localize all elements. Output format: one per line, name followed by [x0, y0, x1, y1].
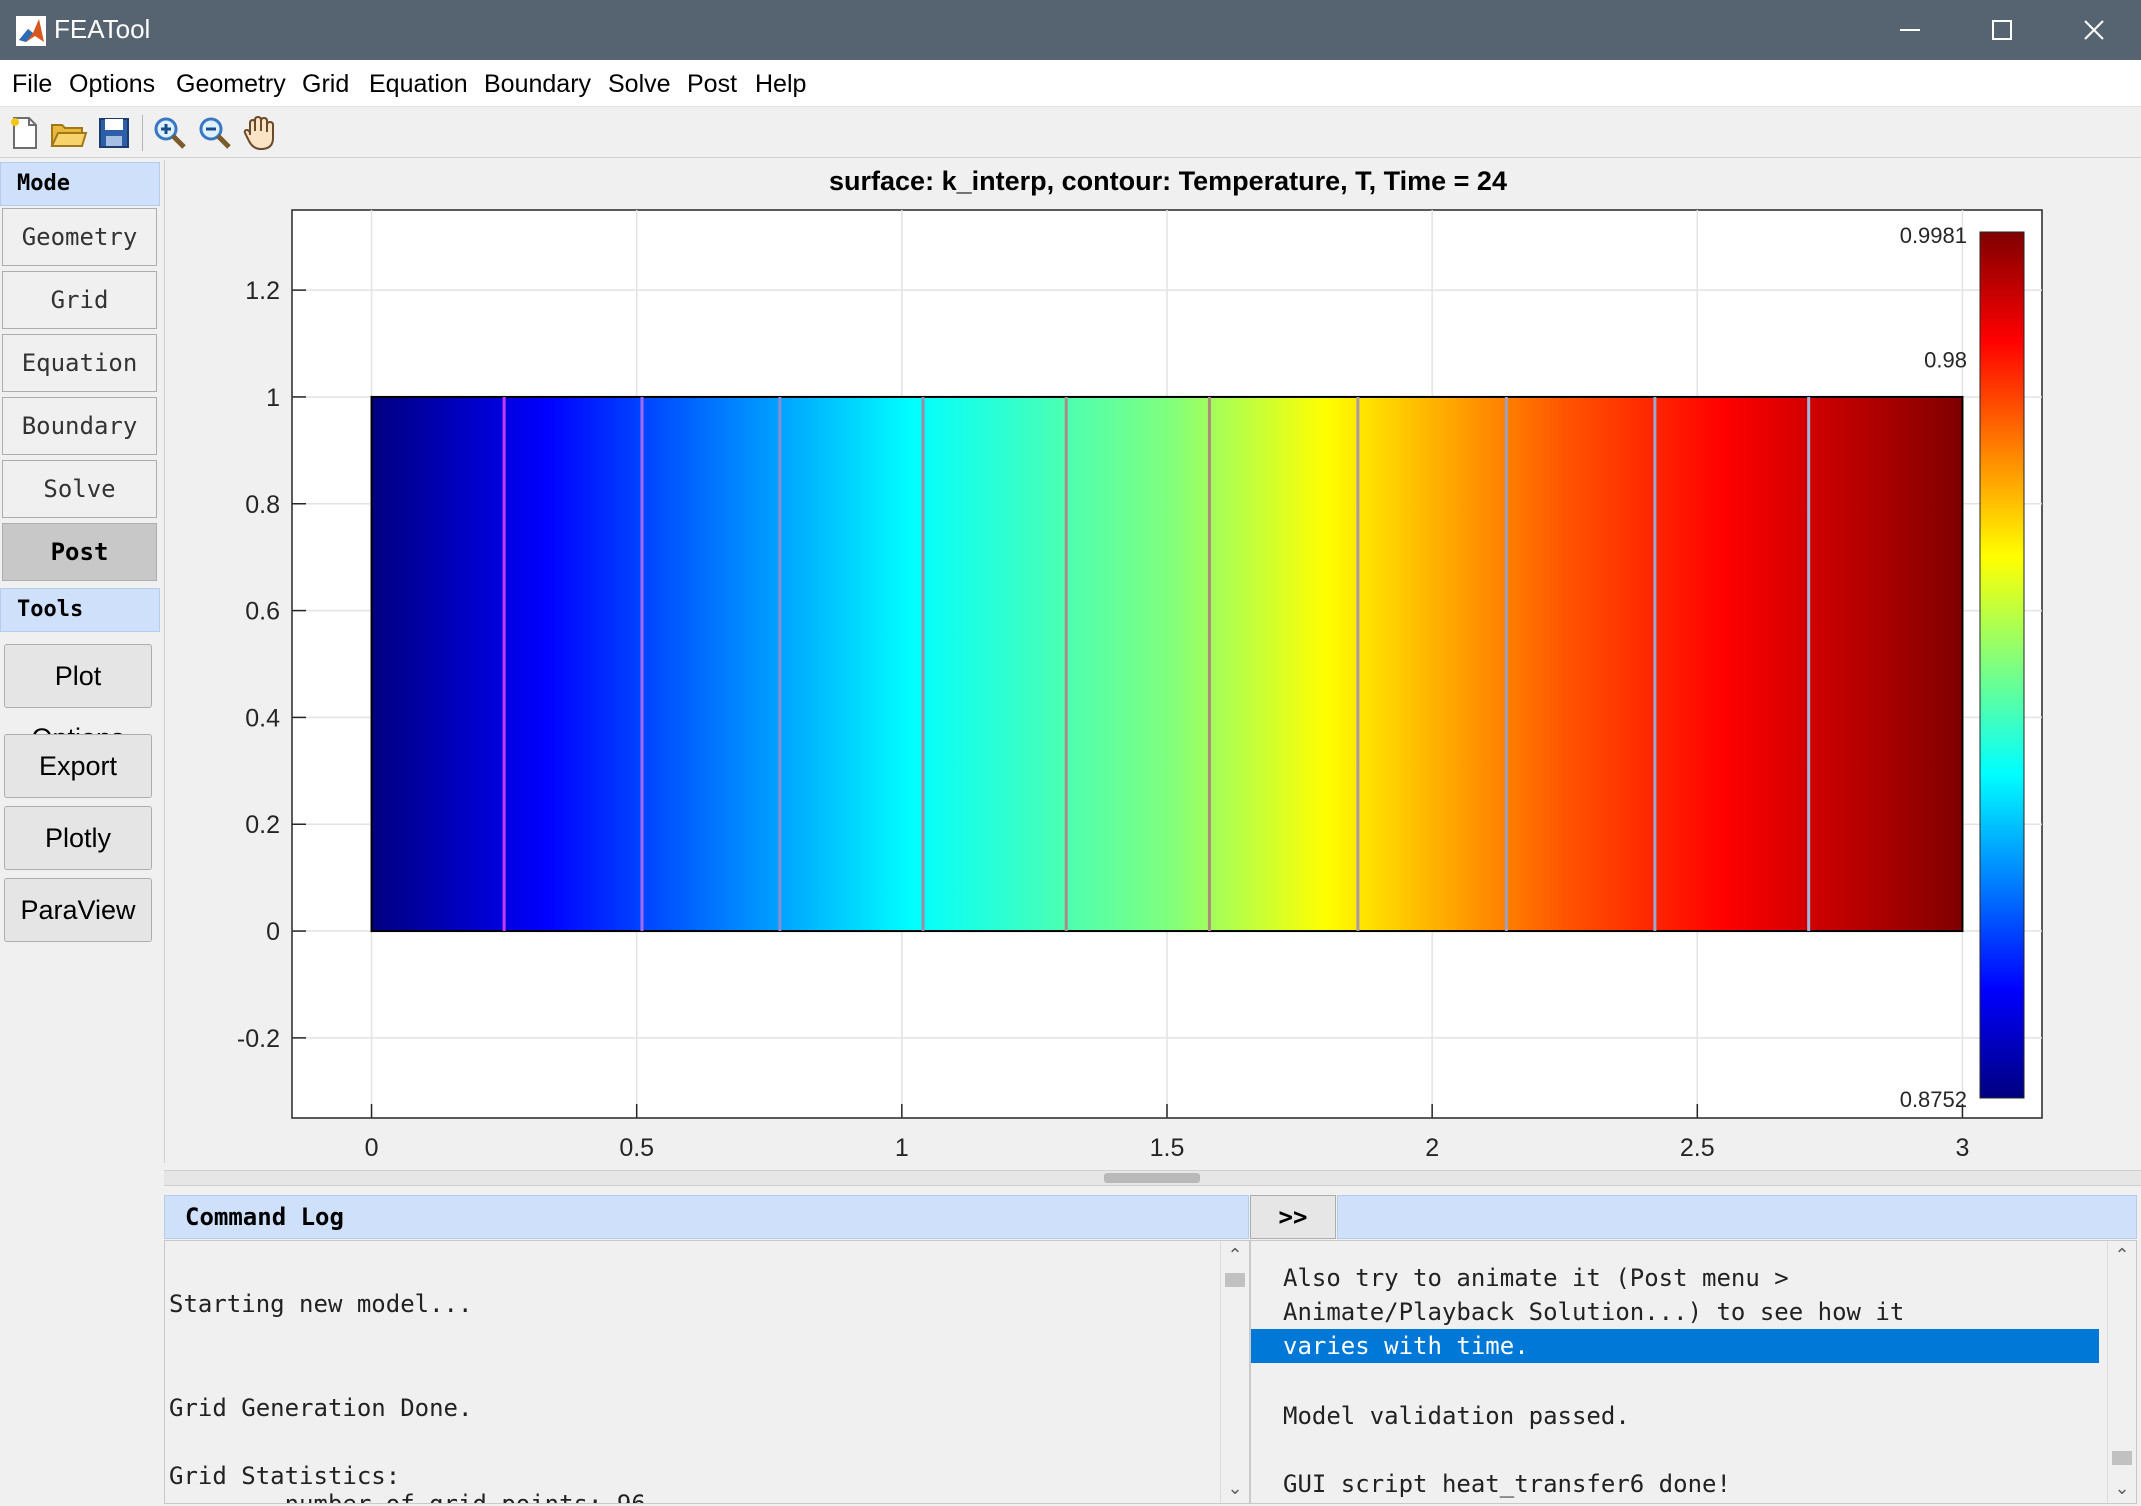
window-title: FEATool: [54, 14, 151, 44]
command-log-header: Command Log: [164, 1195, 1249, 1239]
new-file-icon: [11, 117, 37, 149]
menu-geometry[interactable]: Geometry: [176, 70, 286, 98]
x-tick-label: 2: [1425, 1134, 1439, 1162]
y-tick-label: 1: [266, 384, 280, 412]
scroll-down-arrow-icon[interactable]: ⌄: [2114, 1478, 2130, 1498]
x-tick-label: 0.5: [619, 1134, 654, 1162]
minimize-icon: [1900, 29, 1920, 31]
x-tick-label: 3: [1956, 1134, 1970, 1162]
plot-options-button[interactable]: Plot Options: [4, 644, 152, 753]
open-model-button[interactable]: [48, 113, 88, 153]
plot-axes[interactable]: surface: k_interp, contour: Temperature,…: [165, 160, 2141, 1163]
menu-equation[interactable]: Equation: [369, 70, 468, 98]
log-line: number of grid points: 96: [169, 1490, 646, 1504]
scroll-up-arrow-icon[interactable]: ⌃: [1227, 1245, 1243, 1265]
menu-options[interactable]: Options: [69, 70, 156, 98]
pan-button[interactable]: [240, 113, 280, 153]
close-icon: [2084, 20, 2104, 40]
menu-post[interactable]: Post: [687, 70, 738, 98]
y-axis-ticks: -0.2 0 0.2 0.4 0.6 0.8 1 1.2: [237, 277, 306, 1053]
menu-solve[interactable]: Solve: [608, 70, 671, 98]
pan-hand-icon: [243, 115, 274, 151]
toggle-output-button[interactable]: >>: [1250, 1195, 1336, 1239]
scroll-thumb[interactable]: [1225, 1273, 1245, 1287]
y-tick-label: 0.8: [245, 491, 280, 519]
zoom-in-button[interactable]: [150, 113, 190, 153]
splitter-handle[interactable]: [1104, 1173, 1200, 1183]
sidebar: Mode Geometry Grid Equation Boundary Sol…: [0, 158, 162, 1506]
log-line: Grid Generation Done.: [169, 1394, 473, 1422]
close-button[interactable]: [2048, 0, 2140, 60]
y-tick-label: 1.2: [245, 277, 280, 305]
scroll-thumb[interactable]: [2112, 1451, 2132, 1465]
save-icon: [99, 118, 129, 148]
toolbar-separator: [142, 115, 143, 151]
command-log-pane[interactable]: Starting new model... Grid Generation Do…: [164, 1240, 1250, 1504]
export-button[interactable]: Export: [4, 734, 152, 798]
zoom-in-icon: [154, 117, 186, 149]
x-tick-label: 1.5: [1150, 1134, 1185, 1162]
scroll-down-arrow-icon[interactable]: ⌄: [1227, 1478, 1243, 1498]
open-folder-icon: [50, 124, 88, 147]
domain-surface: [370, 395, 1964, 933]
plotly-button[interactable]: Plotly: [4, 806, 152, 870]
menu-bar: File Options Geometry Grid Equation Boun…: [0, 60, 2141, 107]
y-tick-label: 0: [266, 918, 280, 946]
colorbar-min-label: 0.8752: [1900, 1087, 1967, 1112]
mode-post-button[interactable]: Post: [2, 523, 157, 581]
x-axis-ticks: 0 0.5 1 1.5 2 2.5 3: [365, 1104, 1970, 1162]
output-header: [1337, 1195, 2137, 1239]
x-tick-label: 0: [365, 1134, 379, 1162]
plot-title: surface: k_interp, contour: Temperature,…: [829, 166, 1507, 196]
x-tick-label: 2.5: [1680, 1134, 1715, 1162]
toolbar: [0, 107, 2141, 158]
maximize-button[interactable]: [1956, 0, 2048, 60]
save-model-button[interactable]: [94, 113, 134, 153]
y-tick-label: 0.4: [245, 704, 280, 732]
new-model-button[interactable]: [4, 113, 44, 153]
mode-header: Mode: [0, 162, 160, 206]
zoom-out-button[interactable]: [195, 113, 235, 153]
y-tick-label: 0.6: [245, 598, 280, 626]
matlab-logo-icon: [16, 16, 46, 46]
x-tick-label: 1: [895, 1134, 909, 1162]
menu-file[interactable]: File: [12, 70, 53, 98]
output-line: Also try to animate it (Post menu >: [1283, 1264, 1789, 1292]
menu-grid[interactable]: Grid: [302, 70, 350, 98]
scroll-up-arrow-icon[interactable]: ⌃: [2114, 1245, 2130, 1265]
mode-boundary-button[interactable]: Boundary: [2, 397, 157, 455]
title-bar: FEATool: [0, 0, 2141, 60]
paraview-button[interactable]: ParaView: [4, 878, 152, 942]
colorbar: [1979, 231, 2025, 1099]
y-tick-label: 0.2: [245, 811, 280, 839]
log-line: Starting new model...: [169, 1290, 473, 1318]
output-line: GUI script heat_transfer6 done!: [1283, 1470, 1731, 1498]
output-pane[interactable]: Also try to animate it (Post menu > Anim…: [1250, 1240, 2137, 1504]
colorbar-max-label: 0.9981: [1900, 223, 1967, 248]
panel-splitter[interactable]: [164, 1170, 2141, 1186]
mode-equation-button[interactable]: Equation: [2, 334, 157, 392]
log-line: Grid Statistics:: [169, 1462, 401, 1490]
mode-solve-button[interactable]: Solve: [2, 460, 157, 518]
menu-boundary[interactable]: Boundary: [484, 70, 592, 98]
y-tick-label: -0.2: [237, 1025, 280, 1053]
maximize-icon: [1992, 20, 2012, 40]
plot-panel: surface: k_interp, contour: Temperature,…: [164, 160, 2141, 1163]
output-line: Model validation passed.: [1283, 1402, 1630, 1430]
zoom-out-icon: [199, 117, 231, 149]
menu-help[interactable]: Help: [755, 70, 807, 98]
tools-header: Tools: [0, 588, 160, 632]
colorbar-tick-label: 0.98: [1924, 348, 1967, 373]
output-line: Animate/Playback Solution...) to see how…: [1283, 1298, 1905, 1326]
output-scrollbar[interactable]: ⌃ ⌄: [2107, 1241, 2136, 1503]
command-log-scrollbar[interactable]: ⌃ ⌄: [1220, 1241, 1249, 1503]
output-line-selected: varies with time.: [1283, 1332, 1529, 1360]
mode-geometry-button[interactable]: Geometry: [2, 208, 157, 266]
selected-line-highlight: [1251, 1329, 2099, 1363]
mode-grid-button[interactable]: Grid: [2, 271, 157, 329]
minimize-button[interactable]: [1864, 0, 1956, 60]
temperature-contours: [502, 396, 1811, 932]
